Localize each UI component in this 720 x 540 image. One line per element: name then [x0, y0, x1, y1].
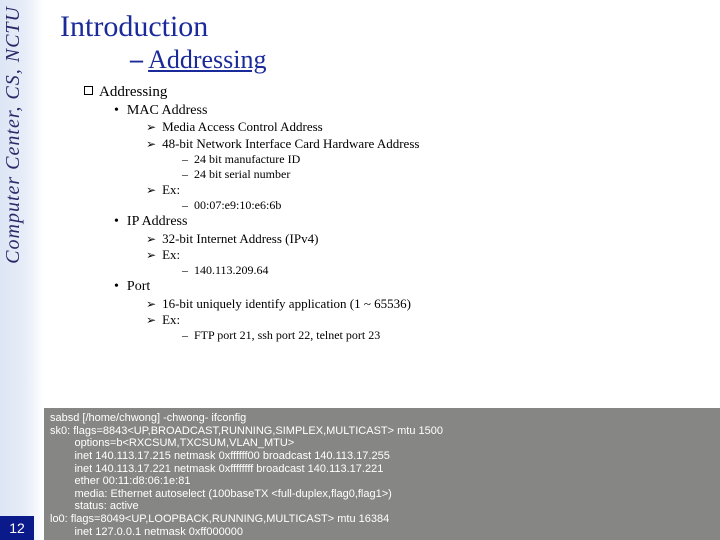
outline-subsubitem: –FTP port 21, ssh port 22, telnet port 2… [182, 328, 712, 343]
outline-item-label: MAC Address [127, 103, 208, 118]
outline-subitem: ➢ 16-bit uniquely identify application (1… [146, 296, 712, 312]
page-number: 12 [0, 516, 34, 540]
outline-subsubitem-text: 24 bit serial number [194, 167, 290, 181]
outline-heading: Addressing [84, 83, 712, 102]
dash-bullet-icon: – [182, 152, 188, 166]
outline-subitem-text: 32-bit Internet Address (IPv4) [162, 231, 318, 246]
dash-bullet-icon: – [182, 328, 188, 342]
outline-subsubitem: –140.113.209.64 [182, 263, 712, 278]
outline-item: • MAC Address [114, 102, 712, 120]
square-bullet-icon [84, 86, 93, 95]
sidebar-org-text: Computer Center, CS, NCTU [2, 6, 25, 264]
outline-subsubitem-text: 24 bit manufacture ID [194, 152, 300, 166]
outline-subitem-text: Media Access Control Address [162, 119, 323, 134]
outline-subsubitem-text: 00:07:e9:10:e6:6b [194, 198, 281, 212]
outline-item: • Port [114, 278, 712, 296]
dash-bullet-icon: – [182, 263, 188, 277]
slide-title: Introduction [60, 10, 712, 43]
terminal-line: inet 127.0.0.1 netmask 0xff000000 [50, 526, 243, 538]
terminal-line: media: Ethernet autoselect (100baseTX <f… [50, 488, 392, 500]
triangle-bullet-icon: ➢ [146, 297, 156, 311]
outline-subitem: ➢ Ex: [146, 247, 712, 263]
outline-subitem-text: Ex: [162, 312, 180, 327]
dot-bullet-icon: • [114, 279, 119, 294]
outline-heading-text: Addressing [99, 84, 167, 100]
outline-subsubitem-text: FTP port 21, ssh port 22, telnet port 23 [194, 328, 380, 342]
terminal-line: ether 00:11:d8:06:1e:81 [50, 475, 190, 487]
terminal-line: sabsd [/home/chwong] -chwong- ifconfig [50, 412, 246, 424]
terminal-line: inet 140.113.17.221 netmask 0xffffffff b… [50, 463, 383, 475]
terminal-line: sk0: flags=8843<UP,BROADCAST,RUNNING,SIM… [50, 425, 443, 437]
outline-subitem: ➢ Media Access Control Address [146, 119, 712, 135]
triangle-bullet-icon: ➢ [146, 232, 156, 246]
outline-subsubitem: –24 bit serial number [182, 167, 712, 182]
triangle-bullet-icon: ➢ [146, 313, 156, 327]
outline-subsubitem: –00:07:e9:10:e6:6b [182, 198, 712, 213]
triangle-bullet-icon: ➢ [146, 120, 156, 134]
dash-bullet-icon: – [182, 198, 188, 212]
outline-item-label: Port [127, 279, 150, 294]
triangle-bullet-icon: ➢ [146, 248, 156, 262]
slide-subtitle: – Addressing [130, 45, 712, 75]
dot-bullet-icon: • [114, 214, 119, 229]
subtitle-dash: – [130, 45, 143, 74]
terminal-line: options=b<RXCSUM,TXCSUM,VLAN_MTU> [50, 437, 294, 449]
triangle-bullet-icon: ➢ [146, 183, 156, 197]
terminal-line: inet 140.113.17.215 netmask 0xffffff00 b… [50, 450, 390, 462]
dot-bullet-icon: • [114, 103, 119, 118]
outline-subitem-text: 16-bit uniquely identify application (1 … [162, 296, 411, 311]
outline-subitem: ➢ 48-bit Network Interface Card Hardware … [146, 136, 712, 152]
outline-subsubitem-text: 140.113.209.64 [194, 263, 269, 277]
triangle-bullet-icon: ➢ [146, 137, 156, 151]
sidebar: Computer Center, CS, NCTU [0, 0, 44, 540]
outline-item: • IP Address [114, 213, 712, 231]
subtitle-text: Addressing [148, 45, 266, 74]
dash-bullet-icon: – [182, 167, 188, 181]
outline-subitem-text: 48-bit Network Interface Card Hardware A… [162, 136, 419, 151]
outline-subitem: ➢ Ex: [146, 312, 712, 328]
outline-item-label: IP Address [127, 214, 188, 229]
outline-subitem-text: Ex: [162, 247, 180, 262]
terminal-output: sabsd [/home/chwong] -chwong- ifconfig s… [44, 408, 720, 540]
outline-subitem-text: Ex: [162, 182, 180, 197]
outline-subsubitem: –24 bit manufacture ID [182, 152, 712, 167]
terminal-line: status: active [50, 500, 139, 512]
outline-subitem: ➢ Ex: [146, 182, 712, 198]
outline-subitem: ➢ 32-bit Internet Address (IPv4) [146, 231, 712, 247]
terminal-line: lo0: flags=8049<UP,LOOPBACK,RUNNING,MULT… [50, 513, 389, 525]
slide-content: Introduction – Addressing Addressing • MA… [60, 10, 712, 343]
outline: Addressing • MAC Address ➢ Media Access Co… [84, 83, 712, 343]
